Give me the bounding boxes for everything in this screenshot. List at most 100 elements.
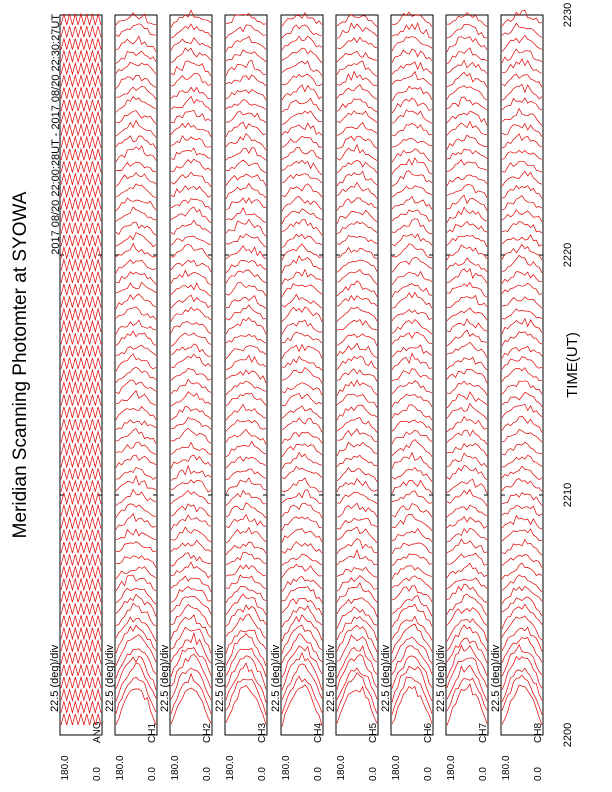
scan-trace [115, 366, 157, 383]
scan-trace [170, 586, 212, 603]
scan-trace [446, 682, 488, 726]
scan-trace [170, 427, 212, 444]
scan-trace [446, 318, 488, 333]
scan-trace [170, 60, 212, 77]
scan-trace [391, 243, 433, 258]
scan-trace [336, 575, 378, 592]
scan-trace [501, 478, 543, 492]
scan-trace [115, 206, 157, 222]
scan-trace [170, 604, 212, 628]
panel-ymin: 0.0 [147, 767, 158, 781]
scan-trace [501, 48, 543, 64]
scan-trace [225, 551, 267, 565]
scan-trace [281, 586, 323, 603]
scan-trace [60, 135, 102, 150]
scan-trace [60, 638, 102, 653]
scan-trace [170, 235, 212, 246]
scan-trace [391, 97, 433, 114]
scan-trace [336, 526, 378, 544]
scan-trace [391, 123, 433, 137]
panel-scale: 22.5 (deg)/div [325, 644, 337, 712]
scan-trace [60, 98, 102, 112]
scan-trace [60, 675, 102, 689]
scan-trace [501, 83, 543, 101]
scan-trace [115, 119, 157, 138]
scan-trace [501, 308, 543, 320]
scan-trace [225, 468, 267, 480]
scan-trace [446, 562, 488, 579]
panel-ch3: CH3 180.0 0.0 22.5 (deg)/div [214, 13, 268, 781]
scan-trace [501, 603, 543, 630]
scan-trace [501, 34, 543, 52]
panel-frame [500, 14, 544, 736]
scan-trace [391, 553, 433, 566]
scan-trace [336, 122, 378, 136]
scan-trace [115, 662, 157, 702]
scan-trace [170, 687, 212, 725]
scan-trace [60, 159, 102, 173]
scan-trace [501, 345, 543, 359]
panel-ymax: 180.0 [115, 755, 126, 780]
scan-trace [170, 561, 212, 579]
panel-ymax: 180.0 [60, 755, 71, 780]
scan-trace [115, 271, 157, 285]
scan-trace [336, 582, 378, 603]
scan-trace [170, 206, 212, 224]
scan-trace [115, 221, 157, 236]
scan-trace [170, 514, 212, 531]
scan-trace [115, 488, 157, 507]
scan-trace [225, 477, 267, 495]
scan-trace [170, 489, 212, 505]
scan-trace [391, 148, 433, 163]
scan-trace [336, 333, 378, 347]
scan-trace [281, 405, 323, 419]
panel-ymin: 0.0 [478, 767, 489, 781]
scan-trace [281, 319, 323, 335]
scan-trace [446, 664, 488, 702]
scan-trace [336, 491, 378, 505]
scan-trace [170, 321, 212, 334]
scan-trace [115, 183, 157, 199]
scan-trace [60, 110, 102, 125]
scan-trace [391, 22, 433, 39]
scan-trace [60, 442, 102, 457]
scan-trace [446, 644, 488, 679]
scan-trace [501, 195, 543, 211]
scan-trace [171, 243, 212, 260]
scan-trace [170, 47, 212, 64]
scan-trace [225, 173, 267, 187]
scan-trace [446, 618, 488, 642]
panel-label: CH4 [313, 723, 324, 743]
scan-trace [501, 221, 543, 234]
scan-trace [60, 49, 102, 64]
scan-trace [501, 441, 543, 456]
scan-trace [391, 527, 433, 543]
scan-trace [60, 381, 102, 395]
scan-trace [170, 575, 212, 592]
scan-trace [60, 319, 102, 334]
scan-trace [501, 615, 543, 641]
scan-trace [115, 474, 157, 492]
scan-trace [225, 245, 267, 260]
scan-trace [336, 22, 378, 39]
scan-trace [281, 465, 323, 480]
panel-ch8: CH8 180.0 0.0 22.5 (deg)/div [490, 9, 544, 781]
scan-trace [391, 636, 433, 664]
scan-trace [170, 109, 212, 124]
panel-ymin: 0.0 [533, 767, 544, 781]
scan-trace [336, 393, 378, 408]
scan-trace [282, 331, 323, 344]
scan-trace [446, 464, 488, 481]
scan-trace [391, 513, 433, 532]
scan-trace [336, 566, 378, 578]
scan-trace [336, 306, 378, 322]
scan-trace [336, 160, 378, 174]
scan-trace [115, 634, 157, 666]
scan-trace [281, 243, 323, 261]
scan-trace [170, 367, 212, 381]
scan-trace [225, 59, 267, 77]
scan-trace [225, 662, 267, 703]
scan-trace [281, 110, 323, 125]
scan-trace [281, 489, 323, 504]
scan-trace [336, 170, 378, 187]
